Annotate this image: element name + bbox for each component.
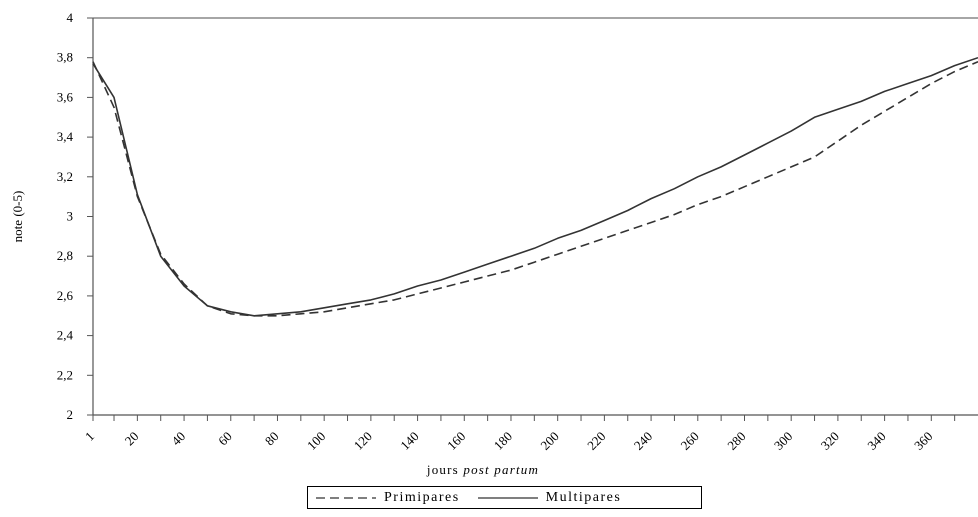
y-tick-label: 3,8 (57, 50, 73, 65)
x-tick-label: 1 (82, 429, 97, 444)
x-tick-label: 180 (491, 429, 515, 453)
y-tick-label: 2,6 (57, 288, 74, 303)
x-tick-label: 60 (215, 429, 235, 449)
y-tick-label: 3,4 (57, 129, 74, 144)
legend-item-primipares: Primipares (308, 490, 460, 506)
x-tick-label: 220 (584, 429, 608, 453)
x-tick-label: 120 (351, 429, 375, 453)
x-tick-label: 320 (818, 429, 842, 453)
x-tick-label: 340 (864, 429, 888, 453)
x-axis-title-main: jours (426, 462, 463, 477)
x-axis-title: jours post partum (426, 462, 539, 477)
y-axis-title: note (0-5) (10, 191, 25, 243)
series-line-primipares (92, 60, 978, 317)
legend-label-multipares: Multipares (545, 489, 622, 505)
y-tick-label: 2,8 (57, 248, 73, 263)
x-tick-label: 80 (262, 429, 282, 449)
axes (87, 17, 978, 421)
y-tick-label: 2,2 (57, 367, 73, 382)
legend-label-primipares: Primipares (384, 489, 460, 505)
y-tick-label: 3,6 (57, 89, 74, 104)
x-tick-label: 240 (631, 429, 655, 453)
x-tick-label: 360 (911, 429, 935, 453)
x-axis-title-italic: post partum (462, 462, 539, 477)
series-line-multipares (92, 56, 978, 317)
x-tick-label: 200 (537, 429, 561, 453)
y-tick-label: 3 (67, 209, 74, 224)
legend-swatch-solid (477, 496, 538, 499)
x-tick-label: 20 (122, 429, 142, 449)
x-tick-label: 160 (444, 429, 468, 453)
x-tick-label: 260 (678, 429, 702, 453)
legend: Primipares Multipares (307, 486, 702, 509)
series-layer (92, 56, 978, 317)
x-tick-label: 40 (168, 429, 188, 449)
x-tick-label: 280 (724, 429, 748, 453)
legend-swatch-dashed (316, 496, 376, 499)
y-tick-label: 2,4 (57, 328, 74, 343)
y-tick-label: 4 (67, 10, 74, 25)
y-tick-label: 3,2 (57, 169, 73, 184)
labels: 22,22,42,62,833,23,43,63,841 20 40 60 80 100 1… (10, 10, 935, 477)
y-tick-label: 2 (67, 407, 74, 422)
line-chart: 22,22,42,62,833,23,43,63,841 20 40 60 80 100 1… (10, 10, 978, 477)
x-tick-label: 300 (771, 429, 795, 453)
x-tick-label: 140 (397, 429, 421, 453)
x-tick-label: 100 (304, 429, 328, 453)
legend-item-multipares: Multipares (470, 490, 622, 506)
